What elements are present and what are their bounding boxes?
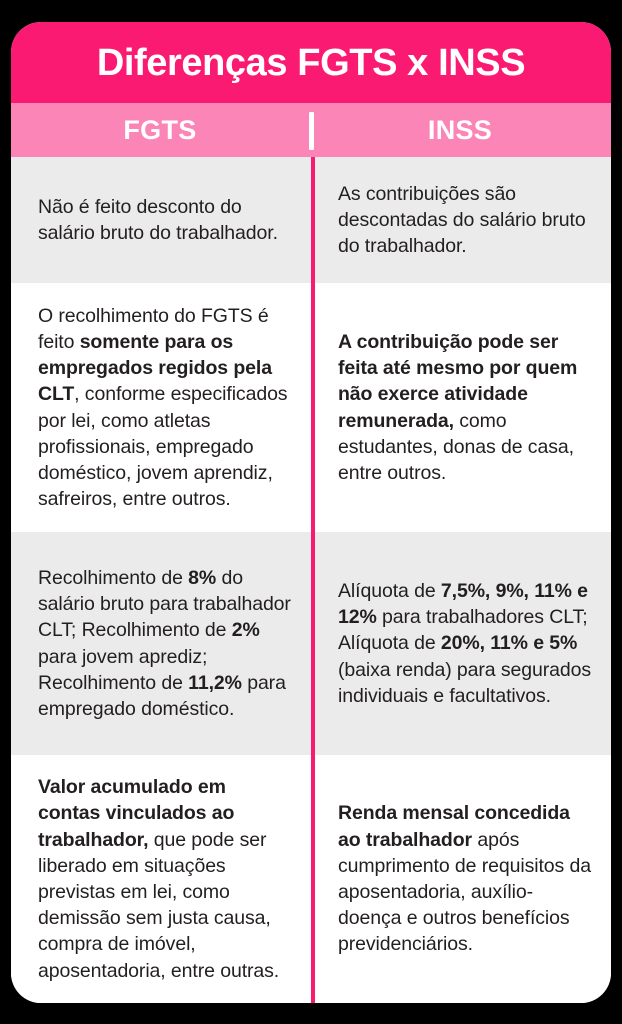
- column-header-inss: INSS: [309, 103, 611, 157]
- cell-inss-text: Renda mensal concedida ao trabalhador ap…: [338, 802, 591, 956]
- cell-inss: Renda mensal concedida ao trabalhador ap…: [309, 755, 611, 1003]
- cell-fgts-text: Valor acumulado em contas vinculados ao …: [38, 776, 280, 982]
- cell-fgts-text: O recolhimento do FGTS é feito somente p…: [38, 304, 288, 511]
- page-title: Diferenças FGTS x INSS: [96, 41, 526, 84]
- cell-inss: As contribuições são descontadas do salá…: [309, 157, 611, 283]
- cell-inss-text: As contribuições são descontadas do salá…: [338, 182, 586, 258]
- comparison-card: Diferenças FGTS x INSS FGTS INSS Não é f…: [11, 22, 611, 1003]
- cell-fgts: O recolhimento do FGTS é feito somente p…: [11, 283, 309, 532]
- column-header-fgts-label: FGTS: [123, 114, 197, 145]
- cell-fgts: Valor acumulado em contas vinculados ao …: [11, 755, 309, 1003]
- cell-fgts: Recolhimento de 8% do salário bruto para…: [11, 532, 309, 755]
- cell-inss-text: Alíquota de 7,5%, 9%, 11% e 12% para tra…: [338, 579, 592, 707]
- cell-inss-text: A contribuição pode ser feita até mesmo …: [338, 330, 578, 484]
- cell-inss: Alíquota de 7,5%, 9%, 11% e 12% para tra…: [309, 532, 611, 755]
- comparison-rows: Não é feito desconto do salário bruto do…: [11, 157, 611, 1003]
- column-header-band: FGTS INSS: [11, 103, 611, 157]
- cell-fgts-text: Não é feito desconto do salário bruto do…: [38, 195, 278, 244]
- cell-fgts-text: Recolhimento de 8% do salário bruto para…: [38, 566, 291, 720]
- column-header-divider: [309, 112, 314, 150]
- cell-inss: A contribuição pode ser feita até mesmo …: [309, 283, 611, 532]
- column-divider-line: [311, 157, 315, 1003]
- card-header: Diferenças FGTS x INSS: [11, 22, 611, 103]
- cell-fgts: Não é feito desconto do salário bruto do…: [11, 157, 309, 283]
- column-header-fgts: FGTS: [11, 103, 309, 157]
- column-header-inss-label: INSS: [427, 114, 493, 145]
